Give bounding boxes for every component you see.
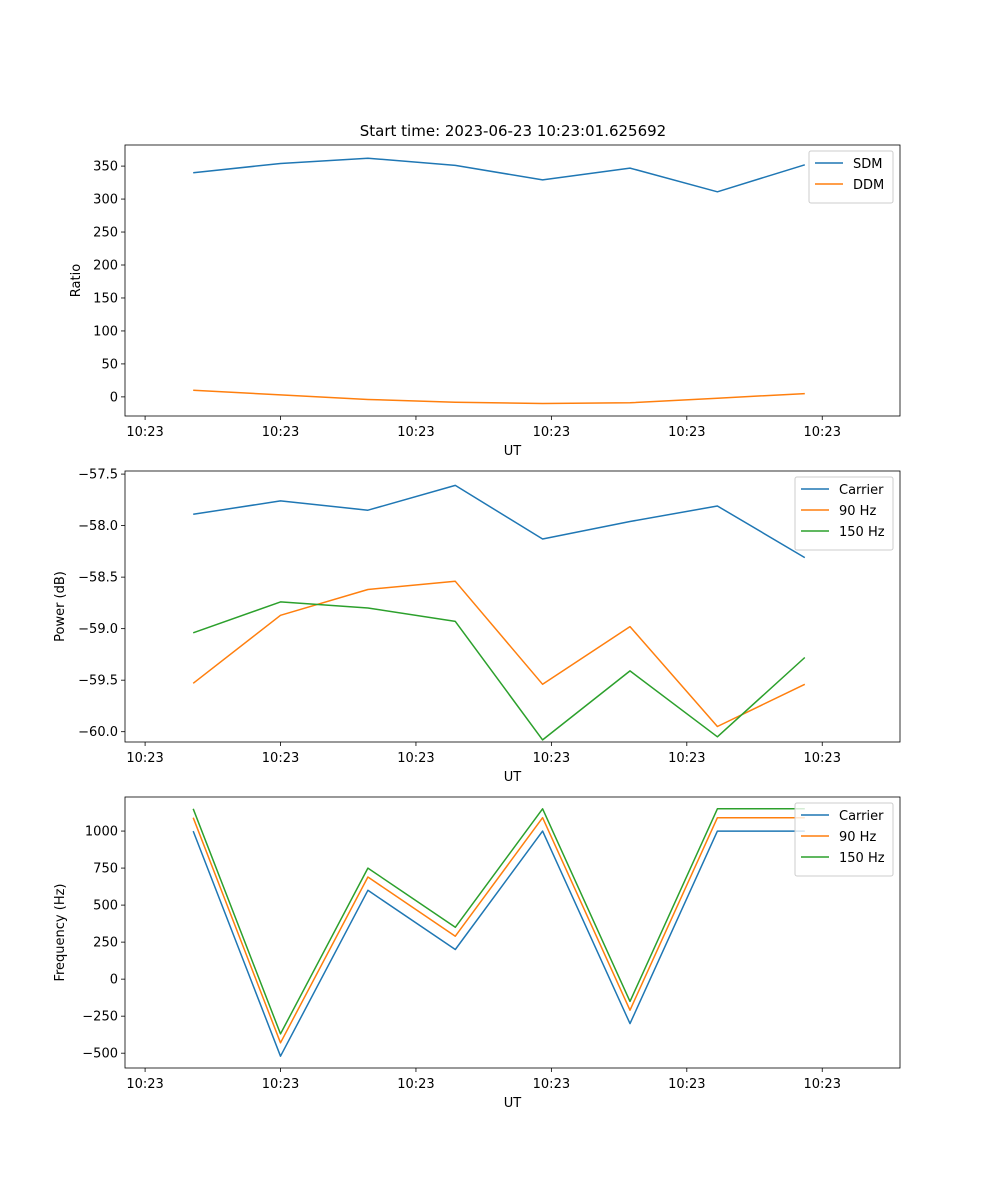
x-tick-label: 10:23: [533, 1077, 570, 1092]
subplots: 10:23 10:23 10:23 10:23 10:23 10:23 0 50 100 150 2…: [53, 144, 901, 1111]
y-tick-label: −59.5: [78, 674, 118, 689]
figure-title: Start time: 2023-06-23 10:23:01.625692: [360, 122, 666, 140]
series-line-carrier: [192, 830, 805, 1057]
x-tick-label: 10:23: [533, 425, 570, 440]
y-tick-label: 200: [93, 259, 118, 274]
y-tick-label: 150: [93, 291, 118, 306]
x-tick-label: 10:23: [804, 751, 841, 766]
y-tick-label: 50: [101, 357, 118, 372]
x-axis-label: UT: [504, 770, 522, 785]
y-tick-label: 300: [93, 193, 118, 208]
x-tick-label: 10:23: [126, 1077, 163, 1092]
y-tick-label: −59.0: [78, 622, 118, 637]
x-tick-label: 10:23: [262, 425, 299, 440]
x-axis-label: UT: [504, 444, 522, 459]
series-line-150-hz: [192, 808, 805, 1035]
y-tick-label: 250: [93, 936, 118, 951]
legend-label: SDM: [853, 157, 882, 172]
x-tick-label: 10:23: [804, 425, 841, 440]
series-line-ddm: [193, 389, 805, 405]
x-tick-label: 10:23: [533, 751, 570, 766]
y-tick-label: −250: [82, 1010, 118, 1025]
y-tick-label: 500: [93, 899, 118, 914]
x-tick-label: 10:23: [804, 1077, 841, 1092]
plot-frame: [124, 796, 901, 1069]
legend-label: DDM: [853, 178, 884, 193]
x-tick-label: 10:23: [668, 425, 705, 440]
y-tick-label: 250: [93, 226, 118, 241]
series-line-90-hz: [192, 580, 806, 728]
legend: Carrier 90 Hz 150 Hz: [794, 476, 894, 551]
series-line-carrier: [193, 484, 806, 559]
x-tick-label: 10:23: [262, 751, 299, 766]
y-tick-label: −57.5: [78, 468, 118, 483]
legend-label: 90 Hz: [839, 830, 876, 845]
y-axis-label: Frequency (Hz): [53, 883, 68, 981]
x-axis-label: UT: [504, 1096, 522, 1111]
y-tick-label: 100: [93, 324, 118, 339]
subplot-2: 10:23 10:23 10:23 10:23 10:23 10:23 −60.0 −59.5…: [53, 468, 901, 785]
legend: Carrier 90 Hz 150 Hz: [794, 802, 894, 877]
y-tick-label: 750: [93, 862, 118, 877]
series-line-90-hz: [192, 816, 805, 1044]
legend-label: Carrier: [839, 483, 884, 498]
y-tick-label: 0: [110, 390, 118, 405]
x-tick-label: 10:23: [126, 425, 163, 440]
x-tick-label: 10:23: [668, 1077, 705, 1092]
y-tick-label: −500: [82, 1047, 118, 1062]
y-tick-label: 0: [110, 973, 118, 988]
x-tick-label: 10:23: [397, 425, 434, 440]
legend-box: [808, 150, 894, 204]
series-line-sdm: [193, 157, 806, 193]
x-tick-label: 10:23: [126, 751, 163, 766]
legend-label: 150 Hz: [839, 851, 885, 866]
y-axis-label: Power (dB): [53, 571, 68, 642]
series-line-150-hz: [192, 601, 806, 741]
y-tick-label: −60.0: [78, 725, 118, 740]
plot-frame: [124, 470, 901, 743]
x-tick-label: 10:23: [397, 1077, 434, 1092]
legend-label: 150 Hz: [839, 525, 885, 540]
y-tick-label: −58.0: [78, 519, 118, 534]
y-tick-label: 1000: [85, 825, 118, 840]
y-tick-label: −58.5: [78, 571, 118, 586]
x-tick-label: 10:23: [397, 751, 434, 766]
x-tick-label: 10:23: [668, 751, 705, 766]
legend-label: Carrier: [839, 809, 884, 824]
y-axis-label: Ratio: [69, 264, 84, 297]
legend: SDM DDM: [808, 150, 894, 204]
plot-frame: [124, 144, 901, 417]
y-tick-label: 350: [93, 160, 118, 175]
subplot-1: 10:23 10:23 10:23 10:23 10:23 10:23 0 50 100 150 2…: [69, 144, 901, 459]
subplot-3: 10:23 10:23 10:23 10:23 10:23 10:23 −500 −250 0 2…: [53, 796, 901, 1111]
legend-label: 90 Hz: [839, 504, 876, 519]
x-tick-label: 10:23: [262, 1077, 299, 1092]
